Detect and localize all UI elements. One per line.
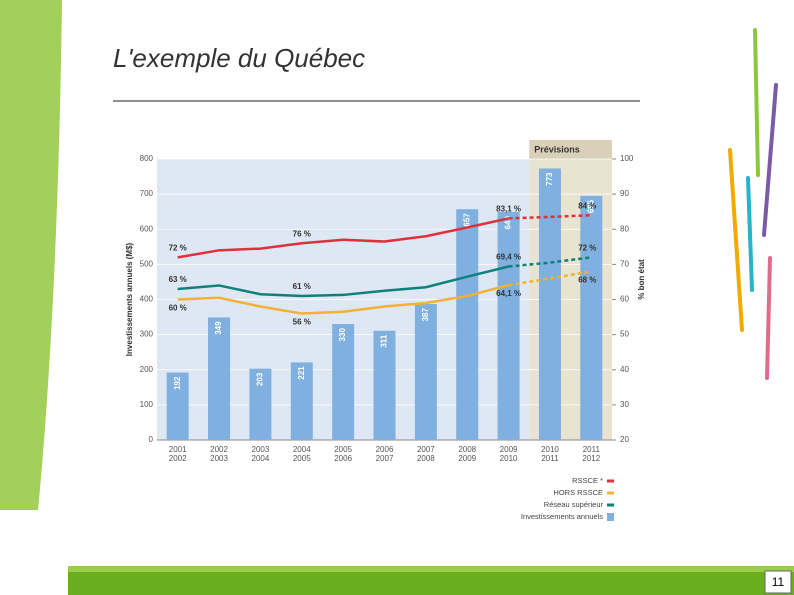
legend-label: HORS RSSCE: [553, 488, 603, 497]
x-tick-label: 2001 2002: [168, 445, 187, 463]
legend-label: Investissements annuels: [521, 512, 603, 521]
bar-label: 649: [504, 215, 513, 229]
forecast-header: [529, 140, 612, 159]
y-axis-label: Investissements annuels (M$): [125, 242, 134, 356]
line-label: 64,1 %: [496, 289, 521, 298]
line-label: 72 %: [578, 243, 596, 252]
x-tick-label: 2003 2004: [251, 445, 270, 463]
legend-label: Réseau supérieur: [544, 500, 604, 509]
bar: [538, 168, 561, 440]
y2-tick-label: 80: [620, 224, 629, 233]
slide-title: L'exemple du Québec: [113, 43, 365, 73]
line-label: 72 %: [169, 243, 187, 252]
y-tick-label: 300: [140, 330, 154, 339]
footer-stripe: [68, 566, 794, 572]
line: [177, 283, 509, 315]
y2-tick-label: 60: [620, 295, 629, 304]
page-number: 11: [772, 575, 785, 589]
bar-label: 221: [297, 366, 306, 380]
y-tick-label: 0: [149, 435, 154, 444]
y2-tick-label: 50: [620, 330, 629, 339]
line-label: 56 %: [293, 318, 311, 327]
line-label: 83,1 %: [496, 204, 521, 213]
line: [177, 265, 509, 298]
bar-label: 330: [338, 328, 347, 342]
line: [177, 217, 509, 259]
y-tick-label: 600: [140, 224, 154, 233]
x-tick-label: 2005 2006: [334, 445, 353, 463]
y-tick-label: 700: [140, 189, 154, 198]
bar-label: 192: [173, 376, 182, 390]
line-label: 61 %: [293, 282, 311, 291]
x-tick-label: 2008 2009: [458, 445, 477, 463]
y-tick-label: 200: [140, 365, 154, 374]
legend-label: RSSCE *: [572, 476, 603, 485]
page-box: [764, 570, 792, 594]
y2-tick-label: 90: [620, 189, 629, 198]
bar: [414, 304, 437, 440]
y-tick-label: 500: [140, 259, 154, 268]
forecast-label: Prévisions: [534, 144, 580, 154]
bar: [373, 330, 396, 440]
y2-tick-label: 40: [620, 365, 629, 374]
x-tick-label: 2004 2005: [292, 445, 311, 463]
bar: [580, 195, 603, 440]
y2-axis-label: % bon état: [637, 259, 646, 300]
y-tick-label: 800: [140, 154, 154, 163]
bar-label: 695: [586, 199, 595, 213]
bar: [497, 212, 520, 440]
y2-tick-label: 30: [620, 400, 629, 409]
legend-swatch: [607, 513, 614, 521]
bar-label: 387: [421, 308, 430, 322]
bar-label: 657: [462, 213, 471, 227]
y2-tick-label: 100: [620, 154, 634, 163]
line-label: 60 %: [169, 304, 187, 313]
y-tick-label: 400: [140, 295, 154, 304]
x-tick-label: 2010 2011: [541, 445, 559, 463]
x-tick-label: 2009 2010: [499, 445, 518, 463]
bar: [290, 362, 313, 440]
bar: [332, 324, 355, 440]
bar: [166, 372, 189, 440]
bar-label: 349: [214, 321, 223, 335]
line-label: 63 %: [169, 275, 187, 284]
decor-lines: [728, 28, 778, 380]
line-label: 84 %: [578, 201, 596, 210]
side-panel: [0, 0, 62, 510]
bar: [249, 368, 272, 440]
y2-tick-label: 70: [620, 259, 629, 268]
x-tick-label: 2007 2008: [416, 445, 435, 463]
line-label: 76 %: [293, 229, 311, 238]
x-tick-label: 2011 2012: [582, 445, 601, 463]
x-tick-label: 2002 2003: [210, 445, 228, 463]
x-tick-label: 2006 2007: [375, 445, 394, 463]
bar-label: 203: [256, 372, 265, 386]
bar: [208, 317, 231, 440]
bar-label: 311: [380, 334, 389, 347]
bar: [456, 209, 479, 440]
y2-tick-label: 20: [620, 435, 629, 444]
bar-label: 773: [545, 172, 554, 186]
y-tick-label: 100: [140, 400, 154, 409]
line-label: 68 %: [578, 276, 596, 285]
line-label: 69,4 %: [496, 253, 521, 262]
